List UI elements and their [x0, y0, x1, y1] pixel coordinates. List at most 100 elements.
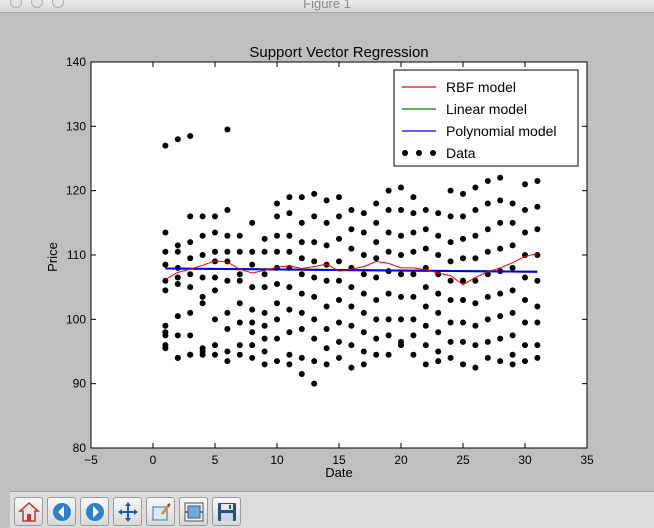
data-point [460, 297, 466, 304]
data-point [522, 358, 528, 365]
zoom-button[interactable] [146, 497, 175, 526]
x-tick-label: 20 [394, 453, 408, 467]
y-axis-label: Price [45, 242, 60, 272]
data-point [187, 213, 194, 220]
data-point [534, 277, 541, 284]
data-point [162, 287, 169, 294]
data-point [460, 213, 466, 220]
forward-button[interactable] [80, 497, 109, 526]
data-point [187, 255, 194, 262]
data-point [534, 342, 541, 349]
data-point [497, 219, 504, 226]
data-point [447, 213, 454, 220]
data-point [261, 235, 268, 242]
y-axis-ticks: 80 90 100 110 120 130 140 [66, 55, 587, 455]
data-point [199, 351, 206, 358]
data-point [509, 332, 516, 339]
data-point [460, 277, 466, 284]
data-point [447, 338, 454, 345]
navigation-toolbar [10, 491, 654, 528]
data-point [236, 232, 243, 239]
data-point [174, 242, 181, 249]
data-point [323, 277, 330, 284]
close-window-button[interactable] [10, 0, 22, 8]
data-point [422, 206, 429, 213]
data-point [212, 351, 218, 358]
data-point [509, 309, 516, 316]
data-point [323, 325, 330, 332]
x-tick-label: 25 [456, 453, 470, 467]
data-point [435, 358, 442, 365]
window-titlebar[interactable]: Figure 1 [0, 0, 654, 13]
x-tick-label: 10 [270, 453, 284, 467]
zoom-window-button[interactable] [52, 0, 64, 8]
y-tick-label: 120 [66, 184, 86, 198]
data-point [422, 361, 429, 368]
data-point [323, 303, 330, 310]
data-point [336, 277, 342, 284]
data-point [534, 252, 541, 258]
data-point [410, 351, 417, 358]
data-point [212, 342, 218, 349]
data-point [174, 274, 181, 281]
data-point [509, 351, 516, 358]
data-point [298, 309, 305, 316]
data-point [298, 325, 305, 332]
data-point [249, 261, 256, 268]
data-point [360, 271, 367, 278]
minimize-window-button[interactable] [31, 0, 43, 8]
data-point [212, 248, 218, 255]
data-point [224, 248, 231, 255]
data-point [298, 239, 305, 246]
x-tick-label: −5 [84, 453, 98, 467]
data-point [497, 335, 504, 342]
data-point [348, 206, 355, 213]
figure-canvas[interactable]: Support Vector Regression 80 90 100 110 120 1… [10, 13, 654, 490]
data-point [249, 306, 256, 313]
data-point [472, 255, 479, 262]
data-point [460, 361, 466, 368]
data-point [261, 284, 268, 291]
data-point [497, 174, 504, 181]
data-point [348, 303, 355, 310]
data-point [522, 206, 528, 213]
subplots-button[interactable] [179, 497, 208, 526]
data-point [497, 313, 504, 320]
data-point [398, 342, 404, 349]
rbf-model-line [165, 253, 538, 286]
data-point [522, 342, 528, 349]
data-point [522, 229, 528, 236]
pan-button[interactable] [113, 497, 142, 526]
data-point [373, 316, 380, 323]
model-lines [165, 253, 538, 286]
window-title: Figure 1 [303, 0, 351, 11]
home-button[interactable] [14, 497, 43, 526]
back-button[interactable] [47, 497, 76, 526]
data-point [236, 271, 243, 278]
data-point [212, 258, 218, 265]
data-point [484, 354, 491, 361]
data-point [385, 187, 392, 194]
data-point [360, 361, 367, 368]
data-point [398, 232, 404, 239]
data-point [286, 284, 293, 291]
y-tick-label: 100 [66, 312, 86, 326]
legend-label: Data [446, 145, 476, 161]
data-point [311, 213, 318, 220]
data-point [249, 342, 256, 349]
data-point [435, 232, 442, 239]
data-point [484, 316, 491, 323]
x-axis-ticks: −5 0 5 10 15 20 25 30 35 [84, 62, 594, 467]
data-point [286, 194, 293, 201]
data-point [484, 338, 491, 345]
save-button[interactable] [212, 497, 241, 526]
data-point [187, 132, 194, 139]
data-point [224, 309, 231, 316]
legend-label: Polynomial model [446, 123, 557, 139]
data-point [323, 261, 330, 268]
data-point [534, 203, 541, 210]
x-tick-label: 0 [150, 453, 157, 467]
data-point [385, 351, 392, 358]
data-point [534, 354, 541, 361]
data-point [212, 229, 218, 236]
